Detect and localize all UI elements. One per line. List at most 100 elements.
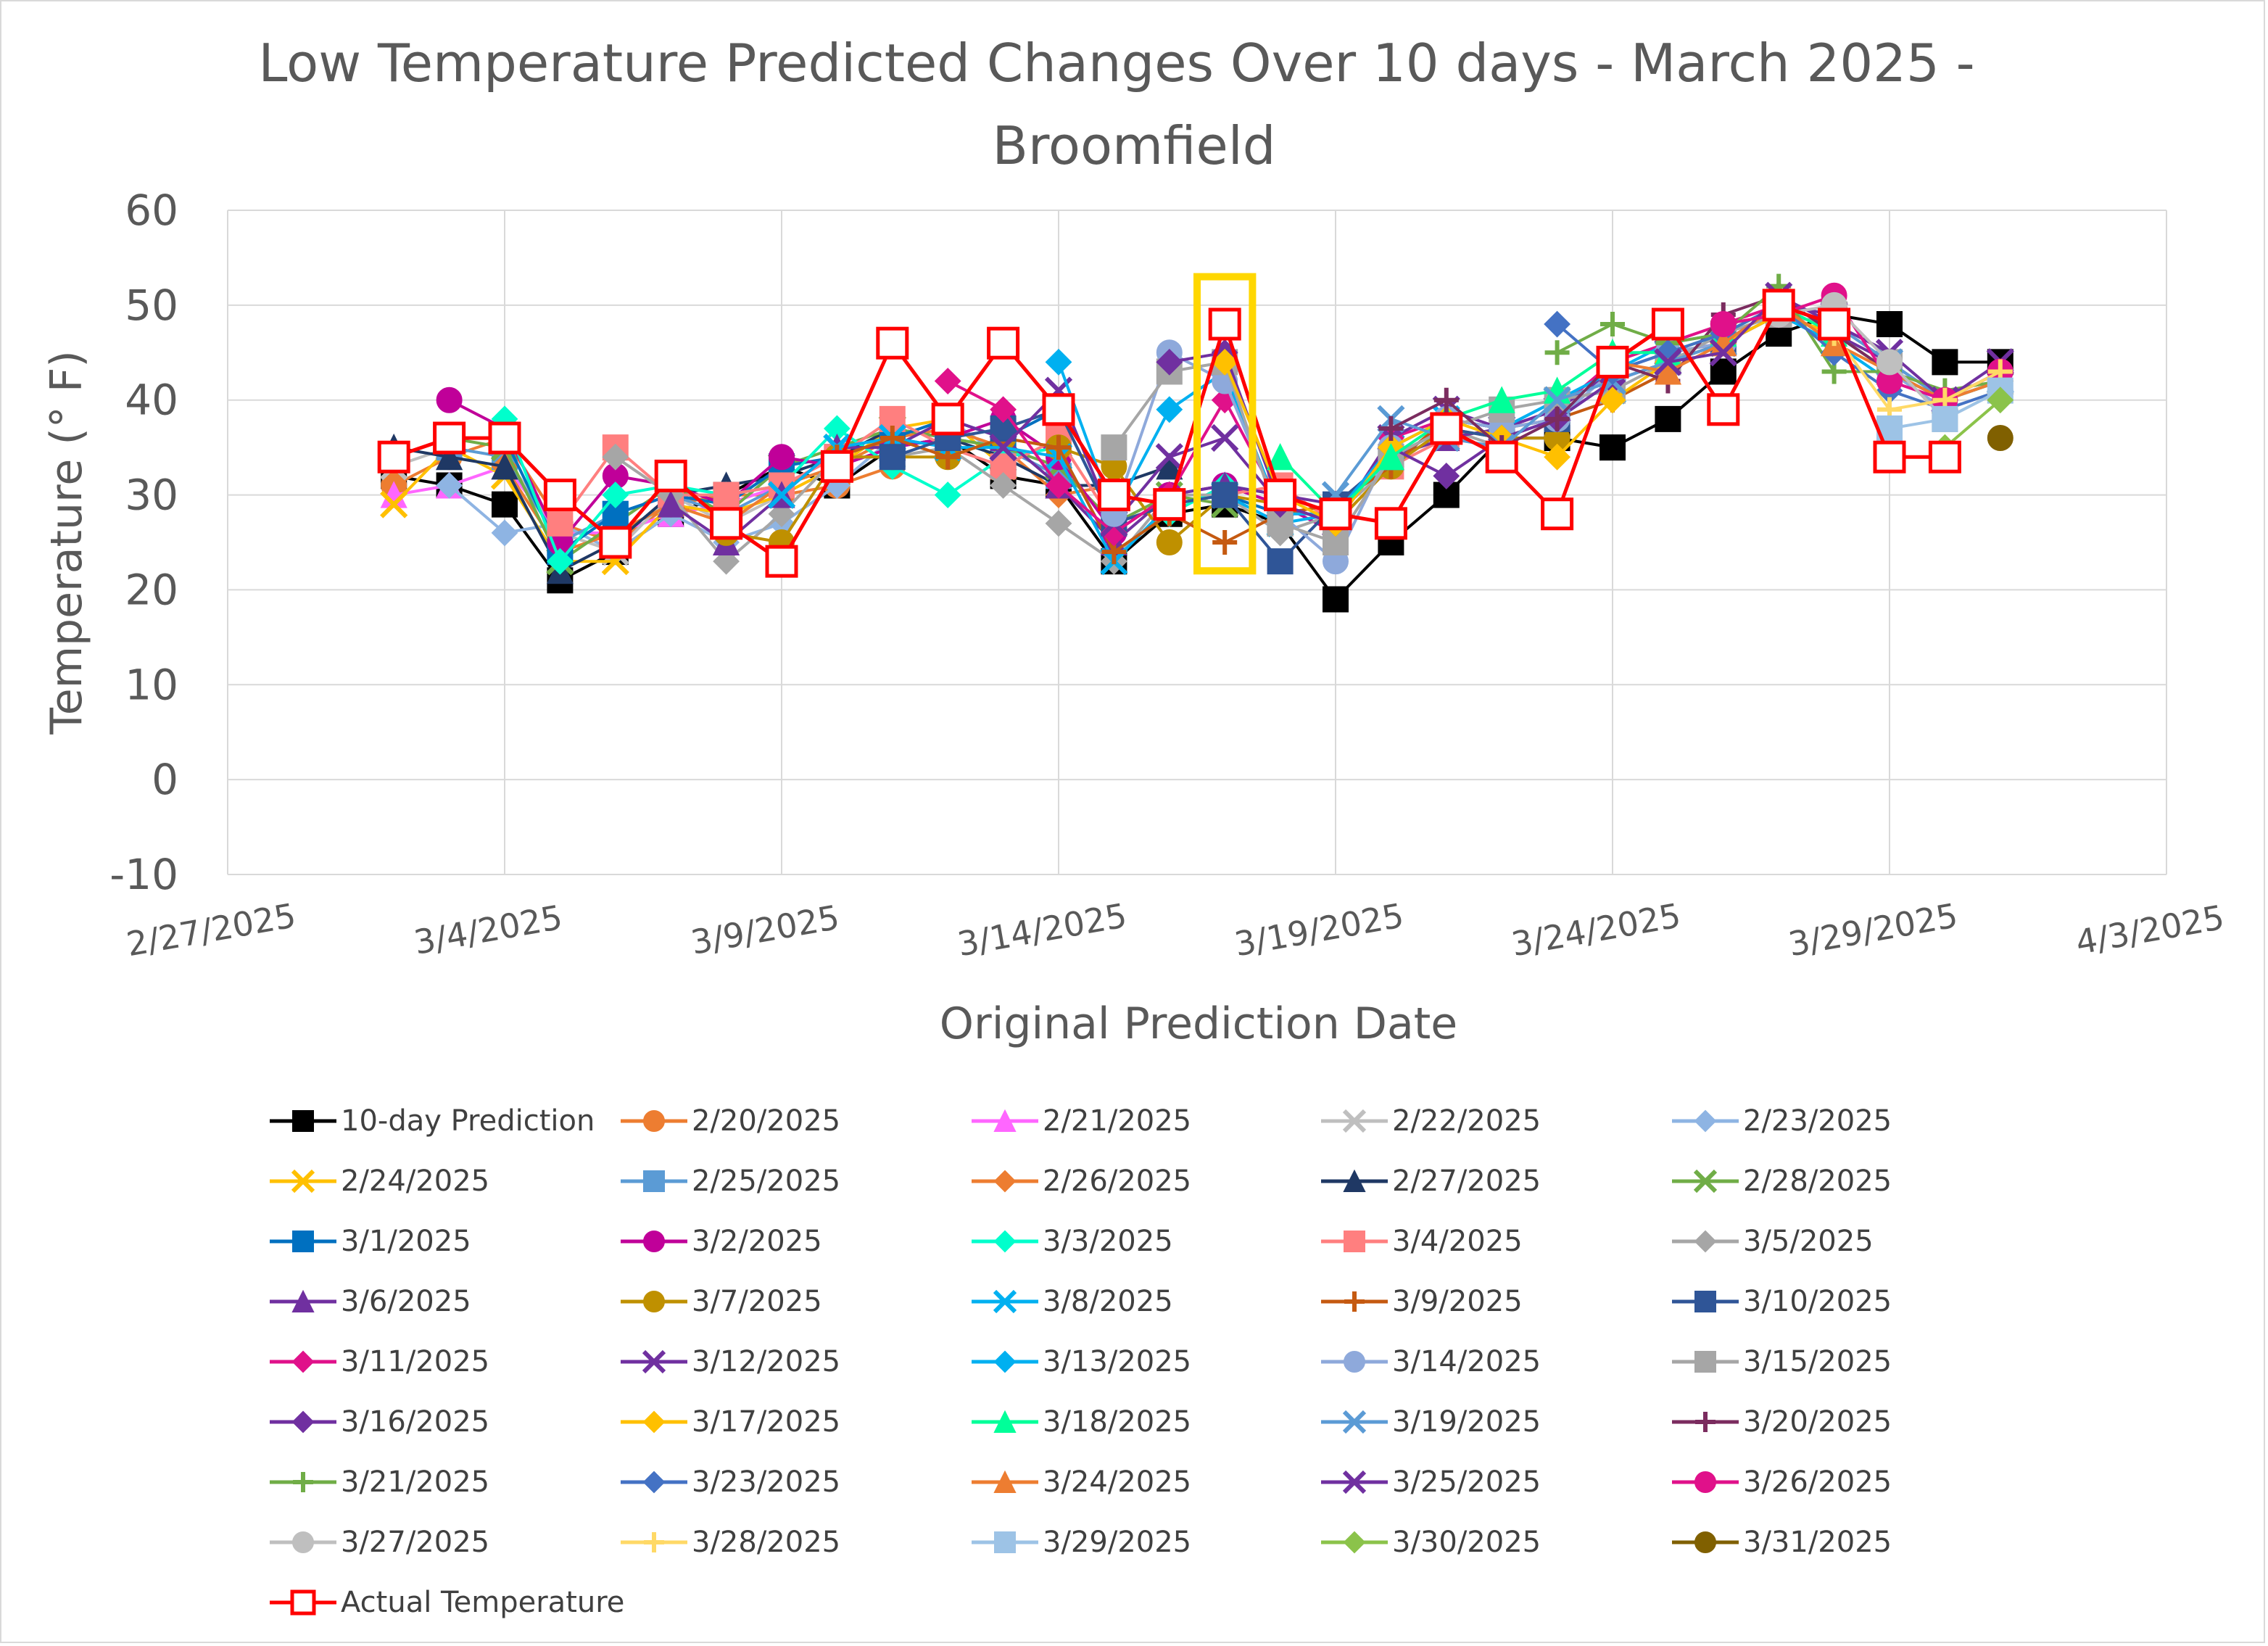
y-tick-label: 40 [125,376,178,425]
legend-marker [292,1231,314,1252]
data-point [931,402,964,436]
data-point [1928,440,1961,473]
data-point [436,472,463,499]
legend-marker [291,1289,315,1312]
legend-entry: 3/21/2025 [270,1465,489,1499]
legend-marker [993,1289,1017,1314]
y-tick-label: 20 [125,565,178,614]
legend-entry: 3/30/2025 [1321,1526,1541,1559]
data-point [876,326,909,360]
data-point [987,326,1020,360]
legend-label: 3/17/2025 [692,1405,840,1439]
legend-label: 3/3/2025 [1043,1225,1173,1258]
series-line [1832,332,2001,411]
legend-label: 3/31/2025 [1743,1526,1892,1559]
data-point [1211,423,1239,452]
chart-title-line1: Low Temperature Predicted Changes Over 1… [258,33,1974,94]
data-point [879,444,906,471]
data-point [1156,529,1183,555]
legend-entry: 3/29/2025 [972,1526,1191,1559]
legend-label: 3/24/2025 [1043,1465,1191,1499]
legend-entry: 3/7/2025 [621,1285,822,1318]
data-point [1987,386,2014,414]
data-point [1932,349,1958,376]
data-point [1267,548,1294,575]
data-point [380,490,408,518]
y-tick-label: 10 [125,660,178,709]
legend-entry: 3/4/2025 [1321,1225,1523,1258]
x-tick-label: 3/14/2025 [954,896,1130,964]
data-point [990,396,1017,423]
data-point [435,442,463,471]
data-point [1543,386,1571,414]
data-point [1987,425,2014,452]
data-point [602,443,629,471]
data-point [990,472,1017,499]
legend-marker [292,1531,314,1553]
series-group [377,273,2014,613]
legend-label: 3/2/2025 [692,1225,822,1258]
x-tick-label: 3/4/2025 [411,898,566,962]
legend-marker [643,1291,665,1312]
legend-entry: Actual Temperature [270,1586,624,1619]
legend-marker [291,1169,315,1194]
legend-marker [993,1350,1017,1373]
legend-entry: 3/25/2025 [1321,1465,1541,1499]
data-point [820,450,853,483]
highlight-box [1193,273,1257,575]
legend-label: 3/26/2025 [1743,1465,1892,1499]
legend-marker [292,1110,314,1132]
legend-marker [1693,1169,1718,1194]
legend-marker [1694,1531,1716,1553]
legend-label: 3/8/2025 [1043,1285,1173,1318]
data-point [1599,386,1626,414]
legend-marker [1694,1291,1716,1312]
highlight-box-group [1193,273,1257,575]
y-tick-label: 60 [125,186,178,235]
data-point [654,459,687,492]
data-point [1153,488,1186,521]
data-point [377,440,410,473]
legend-label: 3/11/2025 [341,1345,489,1378]
data-point [1042,393,1075,426]
data-point [491,519,518,547]
data-point [1156,348,1183,376]
data-point [1651,307,1684,341]
data-point [1762,289,1795,322]
legend-marker [1342,1109,1367,1133]
data-point [1433,387,1459,413]
x-tick-label: 3/24/2025 [1508,896,1684,964]
legend-marker [290,1589,316,1616]
legend-entry: 3/27/2025 [270,1526,489,1559]
data-point [1932,405,1958,432]
legend-label: 3/5/2025 [1743,1225,1874,1258]
legend-entry: 2/24/2025 [270,1165,489,1198]
data-point [989,434,1017,462]
data-point [1600,312,1625,337]
legend-entry: 2/27/2025 [1321,1165,1541,1198]
legend-entry: 2/22/2025 [1321,1104,1541,1138]
data-point [1433,462,1460,489]
data-point [488,421,521,455]
legend-entry: 3/2/2025 [621,1225,822,1258]
legend-marker [642,1410,666,1434]
data-point [1097,479,1130,512]
legend-label: 2/20/2025 [692,1104,840,1138]
legend-marker [1694,1471,1716,1493]
data-point [1544,443,1571,471]
legend-entry: 2/28/2025 [1672,1165,1892,1198]
data-point [491,452,518,480]
data-point [547,510,574,537]
legend-entry: 3/23/2025 [621,1465,840,1499]
data-point [436,386,463,413]
data-point [1544,406,1570,431]
legend-label: 3/29/2025 [1043,1526,1191,1559]
data-point [1541,497,1574,531]
data-point [1707,393,1740,426]
data-point [1599,434,1626,461]
legend-label: 3/27/2025 [341,1526,489,1559]
legend-label: 3/4/2025 [1392,1225,1523,1258]
data-point [1710,311,1737,338]
legend-entry: 3/12/2025 [621,1345,840,1378]
legend-marker [1694,1351,1716,1373]
